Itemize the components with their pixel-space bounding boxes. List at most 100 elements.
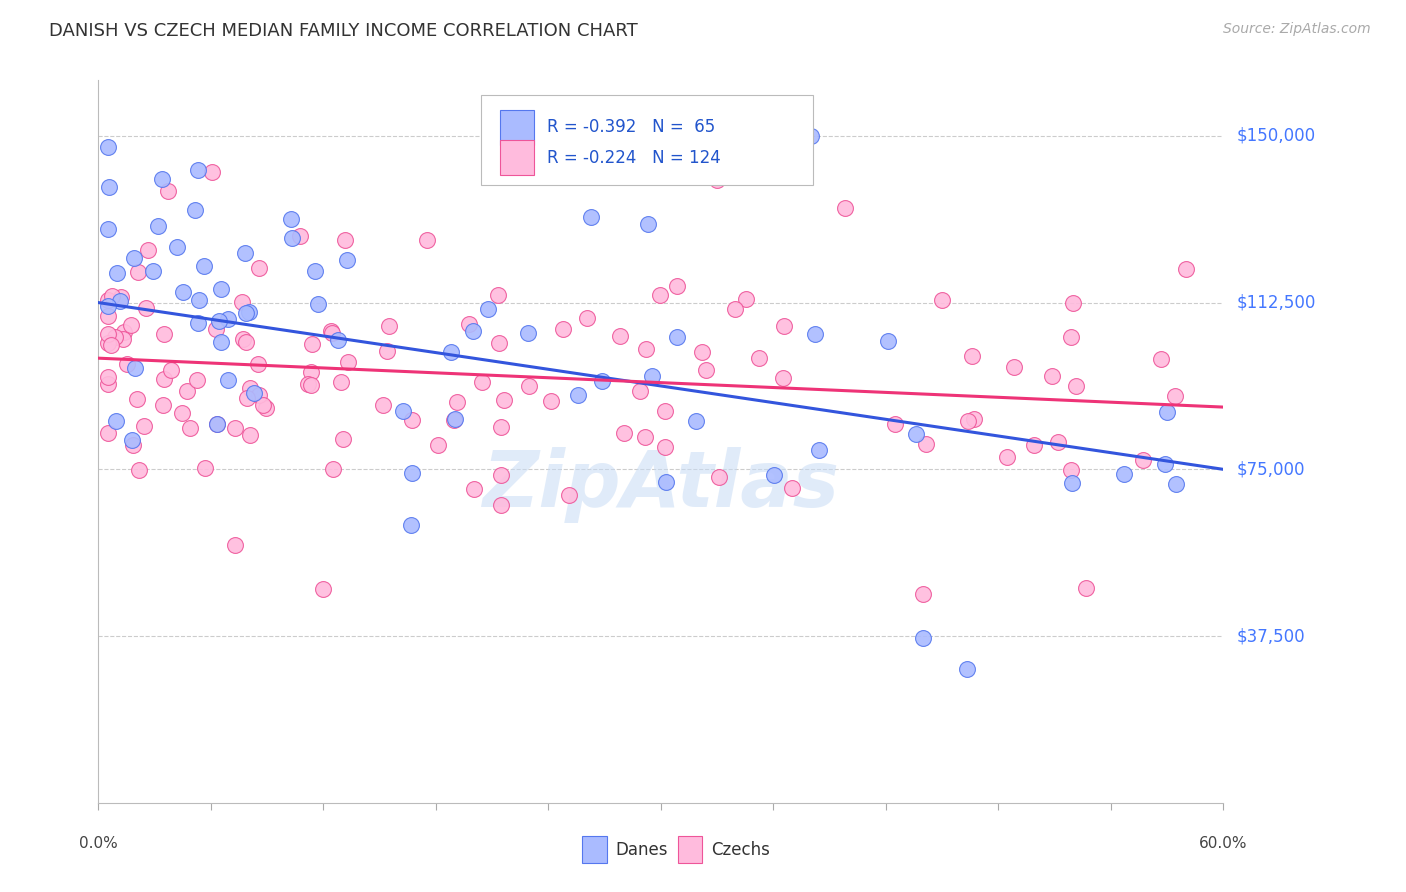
Point [748,351,770,366]
Point [194,461,217,475]
Point [416,233,439,247]
Point [1154,457,1177,471]
Point [426,438,449,452]
Point [233,245,256,260]
Point [734,292,756,306]
Point [914,437,936,451]
Point [654,403,676,417]
Point [97,369,120,384]
Point [517,379,540,393]
Point [488,335,510,350]
Point [205,417,228,431]
Point [111,332,134,346]
Point [209,282,232,296]
Point [904,426,927,441]
Point [609,328,631,343]
Text: Source: ZipAtlas.com: Source: ZipAtlas.com [1223,22,1371,37]
Point [187,163,209,178]
FancyBboxPatch shape [582,836,607,863]
Point [239,428,262,442]
Point [692,345,714,359]
Point [104,330,127,344]
Point [319,324,342,338]
Point [444,411,467,425]
Point [249,388,271,402]
Point [807,442,830,457]
Point [800,128,823,143]
Point [963,411,986,425]
Point [332,432,354,446]
Point [492,393,515,408]
Point [166,240,188,254]
Point [641,368,664,383]
Point [558,488,581,502]
Point [135,301,157,315]
Point [232,332,254,346]
Point [489,420,512,434]
Point [101,288,124,302]
Point [224,538,246,552]
Point [208,314,231,328]
Point [97,221,120,235]
Point [107,266,129,280]
Point [1064,379,1087,393]
Point [193,259,215,273]
Point [321,326,343,340]
Point [97,327,120,342]
Point [957,413,980,427]
Point [152,398,174,412]
Point [97,140,120,154]
Text: 60.0%: 60.0% [1199,836,1247,851]
Point [706,173,728,187]
Point [235,335,257,350]
Point [707,470,730,484]
Point [772,371,794,385]
Point [637,217,659,231]
Text: R = -0.392   N =  65: R = -0.392 N = 65 [547,119,716,136]
Point [97,299,120,313]
FancyBboxPatch shape [501,140,534,175]
Point [1076,581,1098,595]
Point [125,392,148,406]
Point [299,377,322,392]
Point [1060,463,1083,477]
Point [375,344,398,359]
Point [301,337,323,351]
Point [912,632,935,646]
Point [665,278,688,293]
Point [960,349,983,363]
Point [231,295,253,310]
Point [329,375,352,389]
Point [1174,262,1197,277]
Text: Czechs: Czechs [711,841,770,859]
Point [772,319,794,334]
Point [613,425,636,440]
Point [1112,467,1135,482]
Point [179,421,201,435]
Point [540,394,562,409]
Point [205,322,228,336]
Point [136,243,159,257]
Point [446,395,468,409]
Point [254,401,277,416]
Point [238,305,260,319]
Point [104,414,127,428]
Text: $75,000: $75,000 [1237,460,1306,478]
Point [142,263,165,277]
Point [1132,453,1154,467]
Point [724,302,747,317]
Point [1150,352,1173,367]
Point [127,265,149,279]
Point [491,468,513,483]
Point [186,373,208,387]
Point [98,180,121,194]
Point [280,212,302,227]
Point [124,360,146,375]
Point [326,333,349,347]
Point [1047,434,1070,449]
Point [146,219,169,233]
Point [97,336,120,351]
Point [184,202,207,217]
Point [115,357,138,371]
Point [654,440,676,454]
